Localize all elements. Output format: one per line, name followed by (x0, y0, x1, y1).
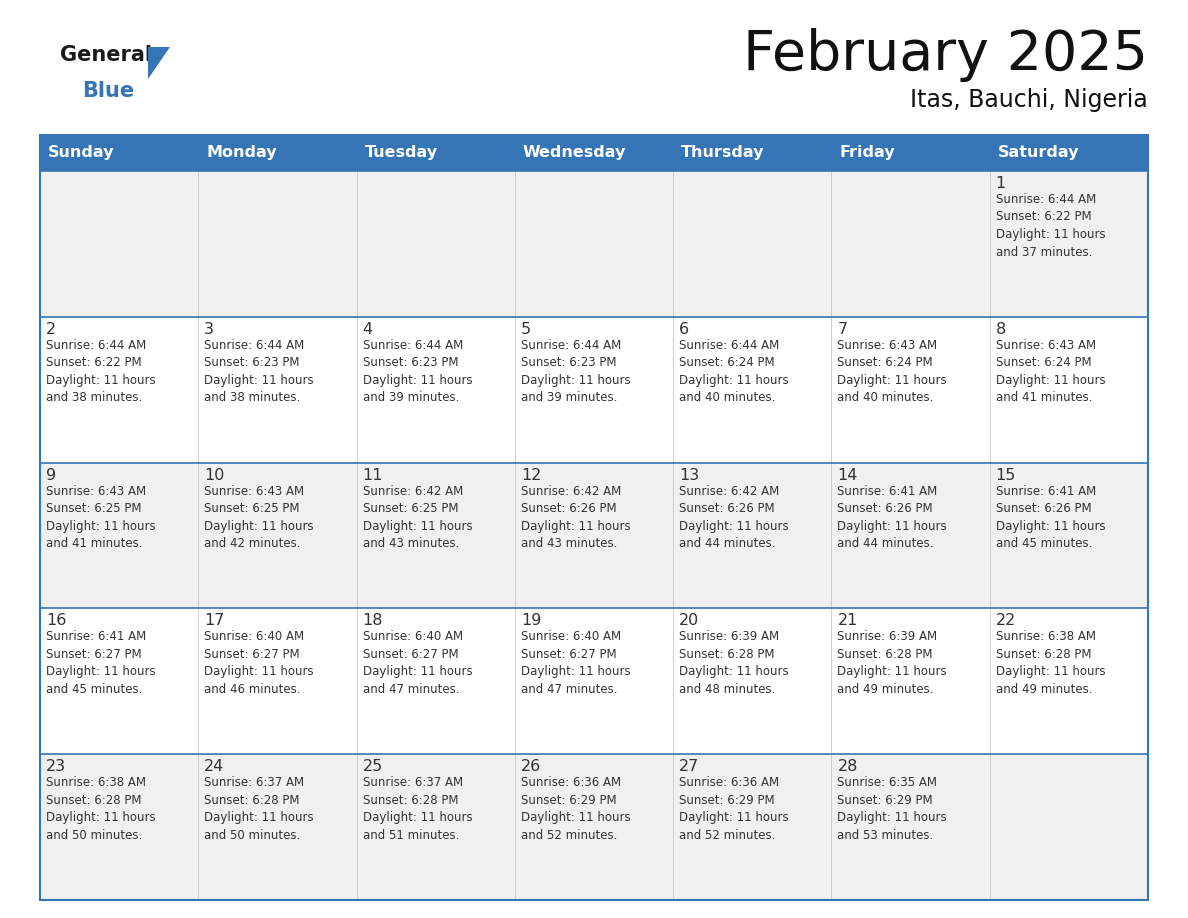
Text: Sunrise: 6:39 AM
Sunset: 6:28 PM
Daylight: 11 hours
and 49 minutes.: Sunrise: 6:39 AM Sunset: 6:28 PM Dayligh… (838, 631, 947, 696)
Text: 27: 27 (680, 759, 700, 774)
Text: 7: 7 (838, 322, 847, 337)
Text: Sunrise: 6:44 AM
Sunset: 6:23 PM
Daylight: 11 hours
and 38 minutes.: Sunrise: 6:44 AM Sunset: 6:23 PM Dayligh… (204, 339, 314, 404)
Text: February 2025: February 2025 (742, 28, 1148, 82)
Text: Sunrise: 6:38 AM
Sunset: 6:28 PM
Daylight: 11 hours
and 49 minutes.: Sunrise: 6:38 AM Sunset: 6:28 PM Dayligh… (996, 631, 1105, 696)
Text: Sunrise: 6:42 AM
Sunset: 6:26 PM
Daylight: 11 hours
and 43 minutes.: Sunrise: 6:42 AM Sunset: 6:26 PM Dayligh… (520, 485, 631, 550)
Polygon shape (148, 47, 170, 79)
Bar (40, 609, 1148, 755)
Text: 1: 1 (996, 176, 1006, 191)
Text: General: General (61, 45, 152, 65)
Bar (40, 463, 1148, 609)
Text: 22: 22 (996, 613, 1016, 629)
Text: Sunrise: 6:43 AM
Sunset: 6:24 PM
Daylight: 11 hours
and 40 minutes.: Sunrise: 6:43 AM Sunset: 6:24 PM Dayligh… (838, 339, 947, 404)
Text: Sunrise: 6:36 AM
Sunset: 6:29 PM
Daylight: 11 hours
and 52 minutes.: Sunrise: 6:36 AM Sunset: 6:29 PM Dayligh… (520, 777, 631, 842)
Text: 15: 15 (996, 467, 1016, 483)
Text: 25: 25 (362, 759, 383, 774)
Text: Sunrise: 6:43 AM
Sunset: 6:25 PM
Daylight: 11 hours
and 41 minutes.: Sunrise: 6:43 AM Sunset: 6:25 PM Dayligh… (46, 485, 156, 550)
Bar (40, 135, 1148, 900)
Text: 14: 14 (838, 467, 858, 483)
Text: Sunrise: 6:40 AM
Sunset: 6:27 PM
Daylight: 11 hours
and 46 minutes.: Sunrise: 6:40 AM Sunset: 6:27 PM Dayligh… (204, 631, 314, 696)
Text: 16: 16 (46, 613, 67, 629)
Text: 8: 8 (996, 322, 1006, 337)
Text: Sunrise: 6:44 AM
Sunset: 6:23 PM
Daylight: 11 hours
and 39 minutes.: Sunrise: 6:44 AM Sunset: 6:23 PM Dayligh… (520, 339, 631, 404)
Bar (40, 135, 1148, 171)
Text: 28: 28 (838, 759, 858, 774)
Text: 11: 11 (362, 467, 383, 483)
Text: Sunrise: 6:35 AM
Sunset: 6:29 PM
Daylight: 11 hours
and 53 minutes.: Sunrise: 6:35 AM Sunset: 6:29 PM Dayligh… (838, 777, 947, 842)
Text: 4: 4 (362, 322, 373, 337)
Text: Wednesday: Wednesday (523, 145, 626, 161)
Text: 21: 21 (838, 613, 858, 629)
Text: Sunrise: 6:42 AM
Sunset: 6:26 PM
Daylight: 11 hours
and 44 minutes.: Sunrise: 6:42 AM Sunset: 6:26 PM Dayligh… (680, 485, 789, 550)
Text: 10: 10 (204, 467, 225, 483)
Text: 17: 17 (204, 613, 225, 629)
Text: Sunrise: 6:41 AM
Sunset: 6:26 PM
Daylight: 11 hours
and 45 minutes.: Sunrise: 6:41 AM Sunset: 6:26 PM Dayligh… (996, 485, 1105, 550)
Text: Sunrise: 6:44 AM
Sunset: 6:24 PM
Daylight: 11 hours
and 40 minutes.: Sunrise: 6:44 AM Sunset: 6:24 PM Dayligh… (680, 339, 789, 404)
Text: 5: 5 (520, 322, 531, 337)
Text: 12: 12 (520, 467, 542, 483)
Text: Sunrise: 6:43 AM
Sunset: 6:24 PM
Daylight: 11 hours
and 41 minutes.: Sunrise: 6:43 AM Sunset: 6:24 PM Dayligh… (996, 339, 1105, 404)
Text: Sunrise: 6:44 AM
Sunset: 6:22 PM
Daylight: 11 hours
and 37 minutes.: Sunrise: 6:44 AM Sunset: 6:22 PM Dayligh… (996, 193, 1105, 259)
Text: 26: 26 (520, 759, 541, 774)
Text: Tuesday: Tuesday (365, 145, 437, 161)
Text: 19: 19 (520, 613, 542, 629)
Text: Sunrise: 6:37 AM
Sunset: 6:28 PM
Daylight: 11 hours
and 51 minutes.: Sunrise: 6:37 AM Sunset: 6:28 PM Dayligh… (362, 777, 472, 842)
Text: Sunrise: 6:38 AM
Sunset: 6:28 PM
Daylight: 11 hours
and 50 minutes.: Sunrise: 6:38 AM Sunset: 6:28 PM Dayligh… (46, 777, 156, 842)
Text: Sunrise: 6:42 AM
Sunset: 6:25 PM
Daylight: 11 hours
and 43 minutes.: Sunrise: 6:42 AM Sunset: 6:25 PM Dayligh… (362, 485, 472, 550)
Text: Sunrise: 6:37 AM
Sunset: 6:28 PM
Daylight: 11 hours
and 50 minutes.: Sunrise: 6:37 AM Sunset: 6:28 PM Dayligh… (204, 777, 314, 842)
Text: Sunrise: 6:41 AM
Sunset: 6:26 PM
Daylight: 11 hours
and 44 minutes.: Sunrise: 6:41 AM Sunset: 6:26 PM Dayligh… (838, 485, 947, 550)
Text: 23: 23 (46, 759, 67, 774)
Text: Sunrise: 6:43 AM
Sunset: 6:25 PM
Daylight: 11 hours
and 42 minutes.: Sunrise: 6:43 AM Sunset: 6:25 PM Dayligh… (204, 485, 314, 550)
Text: 13: 13 (680, 467, 700, 483)
Text: Sunrise: 6:40 AM
Sunset: 6:27 PM
Daylight: 11 hours
and 47 minutes.: Sunrise: 6:40 AM Sunset: 6:27 PM Dayligh… (362, 631, 472, 696)
Text: Sunday: Sunday (48, 145, 114, 161)
Text: 2: 2 (46, 322, 56, 337)
Text: Sunrise: 6:44 AM
Sunset: 6:22 PM
Daylight: 11 hours
and 38 minutes.: Sunrise: 6:44 AM Sunset: 6:22 PM Dayligh… (46, 339, 156, 404)
Text: Friday: Friday (840, 145, 895, 161)
Text: Sunrise: 6:39 AM
Sunset: 6:28 PM
Daylight: 11 hours
and 48 minutes.: Sunrise: 6:39 AM Sunset: 6:28 PM Dayligh… (680, 631, 789, 696)
Text: Monday: Monday (207, 145, 277, 161)
Text: 9: 9 (46, 467, 56, 483)
Text: Sunrise: 6:40 AM
Sunset: 6:27 PM
Daylight: 11 hours
and 47 minutes.: Sunrise: 6:40 AM Sunset: 6:27 PM Dayligh… (520, 631, 631, 696)
Text: 6: 6 (680, 322, 689, 337)
Text: Saturday: Saturday (998, 145, 1079, 161)
Text: Sunrise: 6:36 AM
Sunset: 6:29 PM
Daylight: 11 hours
and 52 minutes.: Sunrise: 6:36 AM Sunset: 6:29 PM Dayligh… (680, 777, 789, 842)
Bar (40, 171, 1148, 317)
Text: Thursday: Thursday (681, 145, 765, 161)
Text: 24: 24 (204, 759, 225, 774)
Text: 18: 18 (362, 613, 383, 629)
Text: 3: 3 (204, 322, 214, 337)
Text: Itas, Bauchi, Nigeria: Itas, Bauchi, Nigeria (910, 88, 1148, 112)
Text: Sunrise: 6:44 AM
Sunset: 6:23 PM
Daylight: 11 hours
and 39 minutes.: Sunrise: 6:44 AM Sunset: 6:23 PM Dayligh… (362, 339, 472, 404)
Bar (40, 317, 1148, 463)
Bar (40, 755, 1148, 900)
Text: Blue: Blue (82, 81, 134, 101)
Text: Sunrise: 6:41 AM
Sunset: 6:27 PM
Daylight: 11 hours
and 45 minutes.: Sunrise: 6:41 AM Sunset: 6:27 PM Dayligh… (46, 631, 156, 696)
Text: 20: 20 (680, 613, 700, 629)
